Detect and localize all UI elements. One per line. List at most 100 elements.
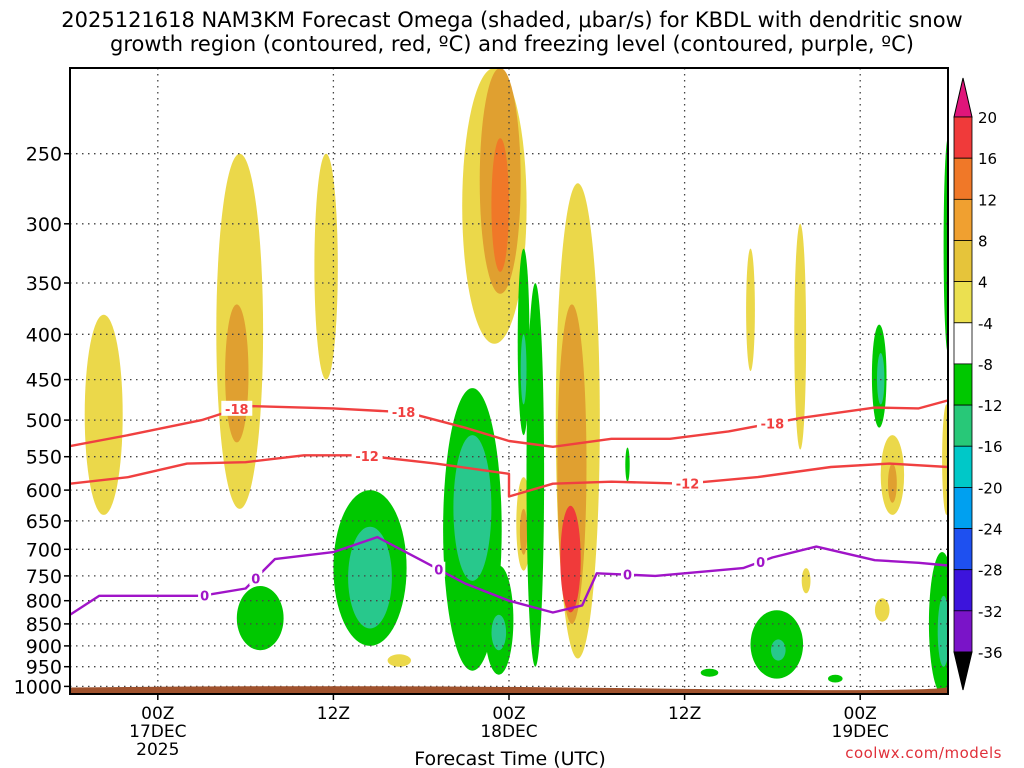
colorbar-segment-6 (953, 363, 973, 406)
colorbar-segment-0 (953, 116, 973, 159)
y-axis: 2503003504004505005506006507007508008509… (14, 144, 70, 698)
contour-label-bg (621, 566, 634, 582)
omega-region-38 (700, 668, 719, 677)
omega-region-13 (794, 223, 807, 450)
contour--12-line (70, 454, 948, 498)
y-tick-label-250: 250 (26, 144, 62, 166)
contour-label-bg (388, 404, 420, 420)
omega-region-6 (491, 138, 510, 272)
omega-region-37 (625, 447, 630, 482)
omega-region-35 (937, 595, 948, 667)
y-tick-label-600: 600 (26, 480, 62, 502)
y-tick-label-500: 500 (26, 410, 62, 432)
y-tick-label-350: 350 (26, 273, 62, 295)
omega-shading (84, 68, 948, 694)
contour-label-bg (221, 400, 253, 416)
colorbar-segment-5 (953, 322, 973, 365)
contour-label-bg (198, 587, 212, 603)
contour-label-0: 0 (434, 564, 443, 579)
x-tick-label: 18DEC (480, 722, 537, 742)
omega-region-2 (225, 304, 249, 443)
omega-region-36 (943, 138, 948, 354)
omega-region-9 (560, 505, 581, 613)
omega-region-31 (771, 639, 786, 661)
colorbar-label-11: -28 (978, 562, 1003, 580)
x-axis-title: Forecast Time (UTC) (414, 748, 605, 768)
omega-region-3 (314, 153, 338, 380)
contour-label-0: 0 (200, 589, 209, 604)
omega-region-16 (942, 404, 948, 515)
contour-label-bg (351, 447, 383, 463)
omega-region-21 (348, 526, 392, 629)
colorbar-segment-2 (953, 198, 973, 241)
colorbar-label-12: -32 (978, 603, 1003, 621)
omega-region-0 (84, 314, 123, 515)
contour-label-0: 0 (756, 556, 765, 571)
omega-region-19 (387, 654, 411, 667)
x-tick-label: 12Z (317, 704, 350, 724)
colorbar-label-13: -36 (978, 644, 1003, 662)
contour-label-bg (672, 475, 703, 491)
colorbar-label-1: 16 (978, 150, 997, 168)
contour-0-line (70, 535, 948, 616)
colorbar-label-0: 20 (978, 109, 997, 127)
colorbar-label-7: -12 (978, 397, 1003, 415)
colorbar-label-9: -20 (978, 479, 1003, 497)
grid-lines (70, 68, 948, 694)
contour-label--18: -18 (761, 417, 785, 432)
colorbar-label-4: 4 (978, 274, 988, 292)
y-tick-label-950: 950 (26, 657, 62, 679)
colorbar-segment-7 (953, 404, 973, 447)
chart-title-line-2: growth region (contoured, red, ºC) and f… (110, 32, 914, 56)
x-tick-label: 12Z (668, 704, 701, 724)
y-tick-label-900: 900 (26, 636, 62, 658)
omega-region-17 (874, 598, 890, 622)
omega-region-28 (526, 283, 545, 667)
y-tick-label-650: 650 (26, 511, 62, 533)
x-tick-label: 2025 (136, 740, 179, 760)
colorbar: 20 16 12 8 4 -4 -8 -12 -16 -20 -24 -28 -32 -36 (953, 77, 1003, 691)
contour-label--12: -12 (676, 477, 700, 492)
omega-region-27 (520, 334, 527, 405)
colorbar-top-arrow (953, 77, 973, 118)
x-tick-label: 00Z (844, 704, 877, 724)
contour-label--18: -18 (225, 403, 249, 418)
contour-label-bg (754, 553, 768, 569)
x-tick-label: 00Z (141, 704, 174, 724)
y-tick-label-450: 450 (26, 370, 62, 392)
x-tick-label: 19DEC (832, 722, 889, 742)
colorbar-segment-12 (953, 610, 973, 653)
omega-region-11 (519, 508, 528, 555)
omega-region-25 (491, 614, 507, 651)
omega-region-33 (877, 353, 885, 405)
colorbar-segment-1 (953, 157, 973, 200)
colorbar-label-8: -16 (978, 438, 1003, 456)
colorbar-segment-9 (953, 486, 973, 529)
omega-region-39 (828, 674, 843, 683)
contour-lines: -18 -18 -18 -12 -12 0 0 0 0 0 (70, 399, 948, 616)
contour-label--18: -18 (392, 406, 416, 421)
contour-label--12: -12 (355, 450, 379, 465)
omega-region-15 (888, 463, 897, 503)
colorbar-label-10: -24 (978, 521, 1003, 539)
y-tick-label-750: 750 (26, 566, 62, 588)
contour-label-bg (756, 415, 788, 431)
y-tick-label-550: 550 (26, 447, 62, 469)
contour-label-0: 0 (623, 569, 632, 584)
contour-label-bg (249, 570, 263, 586)
colorbar-segment-4 (953, 281, 973, 324)
ground-fill (70, 686, 948, 694)
omega-region-29 (236, 586, 284, 651)
chart-title-line-1: 2025121618 NAM3KM Forecast Omega (shaded… (61, 8, 963, 32)
colorbar-segment-10 (953, 528, 973, 571)
colorbar-segment-11 (953, 569, 973, 612)
colorbar-segment-3 (953, 240, 973, 283)
omega-region-23 (453, 435, 492, 581)
y-tick-label-300: 300 (26, 214, 62, 236)
contour-label-bg (432, 561, 446, 577)
x-tick-label: 17DEC (129, 722, 186, 742)
colorbar-bottom-arrow (953, 651, 973, 691)
x-tick-label: 00Z (492, 704, 525, 724)
y-tick-label-1000: 1000 (14, 676, 62, 698)
